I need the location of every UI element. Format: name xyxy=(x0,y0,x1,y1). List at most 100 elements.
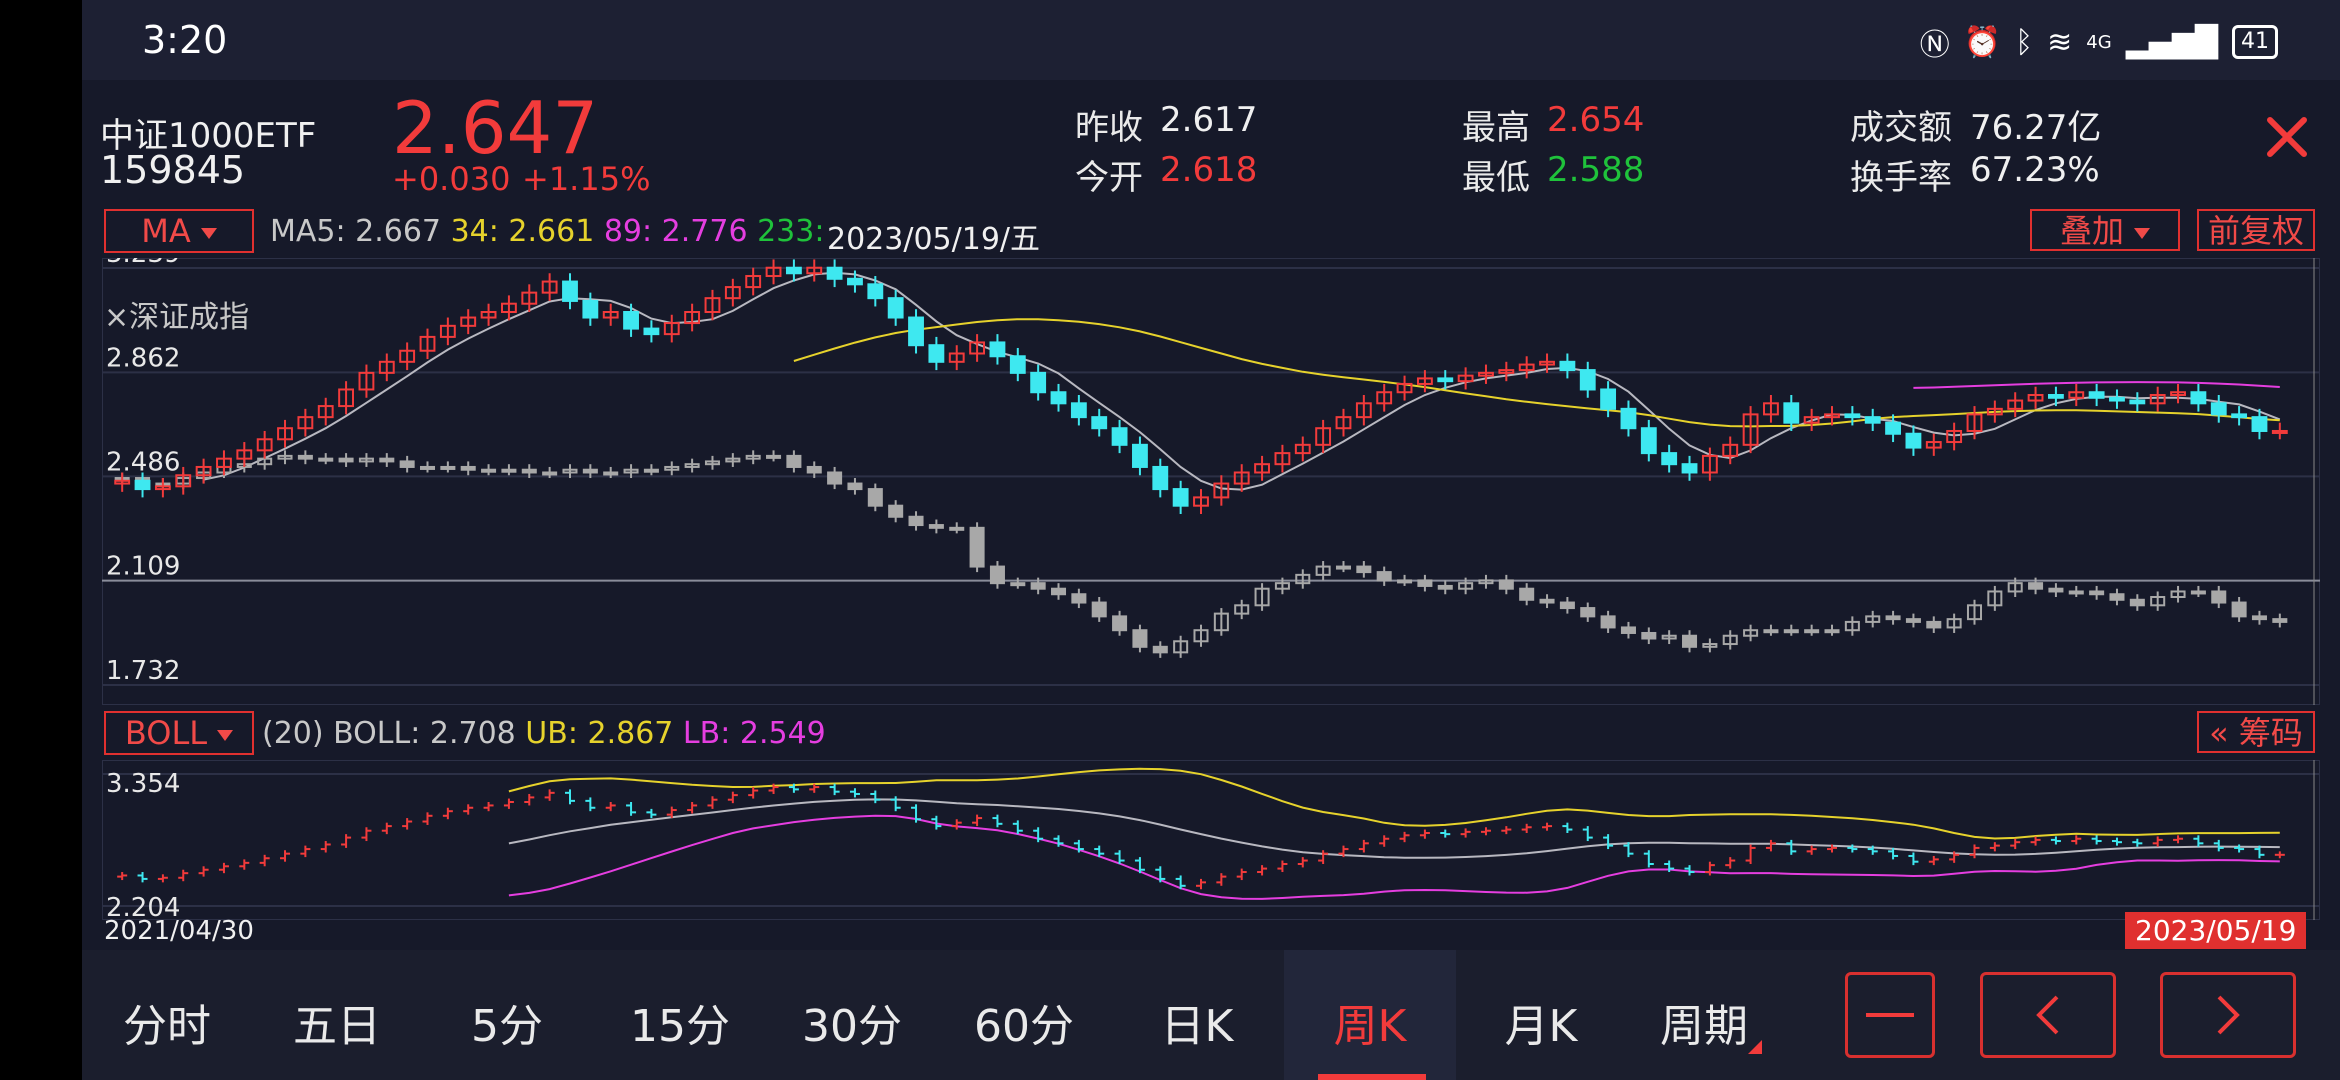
price-candle xyxy=(256,438,273,452)
boll-mid-line xyxy=(508,798,2280,859)
bluetooth-icon: ᛒ xyxy=(2015,24,2034,60)
boll-lower-line xyxy=(508,814,2280,900)
overlay-candle xyxy=(1051,587,1067,596)
ma89-line xyxy=(1913,381,2280,389)
price-candle xyxy=(1355,402,1372,419)
boll-chart[interactable]: 3.354 2.204 xyxy=(102,760,2320,920)
overlay-candle xyxy=(277,454,293,460)
overlay-candle xyxy=(1112,615,1128,632)
price-candle xyxy=(602,310,619,319)
overlay-candle xyxy=(419,465,436,470)
overlay-candle xyxy=(1620,626,1636,634)
price-candle xyxy=(480,310,497,319)
price-candle xyxy=(1050,391,1067,405)
price-candle xyxy=(1213,482,1230,499)
tab-monthly[interactable]: 月K xyxy=(1504,1001,1578,1052)
overlay-candle xyxy=(684,463,700,468)
price-candle xyxy=(989,341,1006,358)
overlay-candle xyxy=(949,526,965,531)
price-candle xyxy=(195,465,212,477)
tab-15min[interactable]: 15分 xyxy=(630,1001,730,1052)
chips-button[interactable]: « 筹码 xyxy=(2197,711,2315,753)
overlay-button[interactable]: 叠加 xyxy=(2030,209,2180,251)
overlay-candle xyxy=(1865,615,1881,623)
price-candle xyxy=(928,344,945,363)
overlay-candle xyxy=(2251,615,2267,621)
overlay-candle xyxy=(1539,598,1555,604)
price-candle xyxy=(1539,360,1555,366)
price-candle xyxy=(1132,443,1148,468)
price-candle xyxy=(338,388,355,408)
overlay-candle xyxy=(1661,634,1677,640)
chevron-right-icon xyxy=(2217,995,2240,1035)
overlay-candle xyxy=(379,457,395,463)
y-tick-label: 3.239 xyxy=(106,258,180,269)
overlay-candle xyxy=(2211,590,2227,604)
overlay-candle xyxy=(786,454,802,468)
tab-period[interactable]: 周期 xyxy=(1626,990,1796,1054)
zoom-out-button[interactable] xyxy=(1845,972,1935,1058)
tab-daily[interactable]: 日K xyxy=(1160,1001,1234,1052)
overlay-candle xyxy=(1641,631,1657,640)
overlay-candle xyxy=(989,565,1005,585)
signal-icon: ▂▄▆█ xyxy=(2125,24,2218,60)
boll-indicator-select[interactable]: BOLL xyxy=(104,711,254,755)
tab-weekly[interactable]: 周K xyxy=(1333,1001,1407,1052)
security-code: 159845 xyxy=(100,148,246,192)
overlay-candle xyxy=(745,454,761,460)
overlay-candle xyxy=(338,457,354,463)
overlay-candle xyxy=(2231,601,2247,618)
scroll-left-button[interactable] xyxy=(1980,972,2116,1058)
y-tick-label: 2.109 xyxy=(106,552,180,582)
price-candle xyxy=(1864,416,1881,424)
price-candle xyxy=(806,266,823,275)
overlay-candle xyxy=(1804,629,1820,634)
ma5-value: MA5: 2.667 xyxy=(270,214,442,249)
overlay-candle xyxy=(969,526,985,568)
turnover-value: 76.27亿 xyxy=(1970,108,2102,148)
overlay-candle xyxy=(623,468,639,474)
overlay-candle xyxy=(1335,565,1351,570)
chevron-down-icon xyxy=(200,227,217,239)
overlay-candle xyxy=(1091,601,1107,618)
scroll-right-button[interactable] xyxy=(2160,972,2296,1058)
tab-60min[interactable]: 60分 xyxy=(974,1001,1074,1052)
price-candle xyxy=(1335,416,1352,430)
battery-icon: 41 xyxy=(2232,25,2278,59)
tab-5min[interactable]: 5分 xyxy=(471,1001,543,1052)
y-tick-label: 2.862 xyxy=(106,343,180,373)
overlay-candle xyxy=(2129,598,2145,607)
main-kline-chart[interactable]: 3.239 2.862 2.486 2.109 1.732 xyxy=(102,258,2320,705)
tab-weekly-bg xyxy=(1284,950,1456,1080)
price-candle xyxy=(1742,413,1759,446)
overlay-candle xyxy=(1295,573,1311,585)
turnover-rate-label: 换手率 xyxy=(1850,158,1952,198)
price-candle xyxy=(684,310,701,325)
overlay-candle xyxy=(847,482,863,491)
price-candle xyxy=(1783,402,1800,424)
tab-30min[interactable]: 30分 xyxy=(802,1001,902,1052)
tab-intraday[interactable]: 分时 xyxy=(123,1001,211,1052)
price-candle xyxy=(114,479,131,485)
overlay-candle xyxy=(1498,579,1514,590)
tab-five-day[interactable]: 五日 xyxy=(293,1001,381,1052)
price-candle xyxy=(1824,413,1840,419)
overlay-candle xyxy=(888,504,904,518)
boll-params: (20) BOLL: 2.708 xyxy=(262,716,516,751)
price-candle xyxy=(1518,363,1535,372)
overlay-candle xyxy=(664,465,680,471)
overlay-candle xyxy=(1478,579,1494,585)
price-candle xyxy=(1091,416,1108,430)
overlay-candle xyxy=(908,515,924,527)
price-candle xyxy=(867,283,884,300)
close-icon[interactable] xyxy=(2262,112,2312,162)
overlay-candle xyxy=(1682,634,1698,648)
adjust-button[interactable]: 前复权 xyxy=(2197,209,2315,251)
ma-indicator-select[interactable]: MA xyxy=(104,209,254,253)
overlay-candle xyxy=(1966,604,1983,621)
price-candle xyxy=(2210,402,2227,416)
overlay-candle xyxy=(1722,634,1738,646)
price-candle xyxy=(582,299,599,319)
price-candle xyxy=(704,297,721,313)
overlay-candle xyxy=(1376,571,1392,582)
